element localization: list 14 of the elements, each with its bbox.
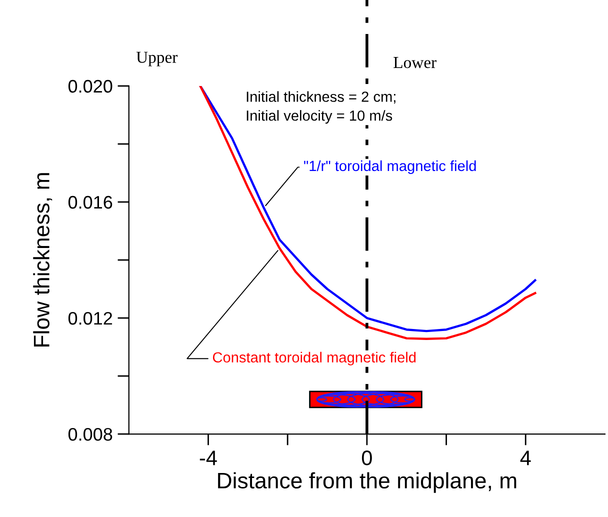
y-tick-label: 0.020: [68, 80, 112, 93]
y-axis-title: Flow thickness, m: [33, 173, 52, 346]
y-tick-label: 0.012: [68, 312, 112, 325]
y-tick-label: 0.008: [68, 428, 112, 441]
text: "1/r" toroidal magnetic field: [304, 160, 476, 174]
x-axis-title: Distance from the midplane, m: [218, 472, 516, 493]
series-label: Constant toroidal magnetic field: [212, 352, 416, 366]
x-tick-label: 0: [362, 450, 372, 466]
x-tick-label: 4: [520, 450, 531, 466]
text: Upper: [136, 52, 178, 66]
x-tick-label: -4: [200, 450, 217, 466]
text: Lower: [394, 57, 436, 68]
annotation: Initial thickness = 2 cm; Initial velocity = 10 m/s: [246, 91, 396, 124]
y-tick-label: 0.016: [68, 196, 112, 209]
